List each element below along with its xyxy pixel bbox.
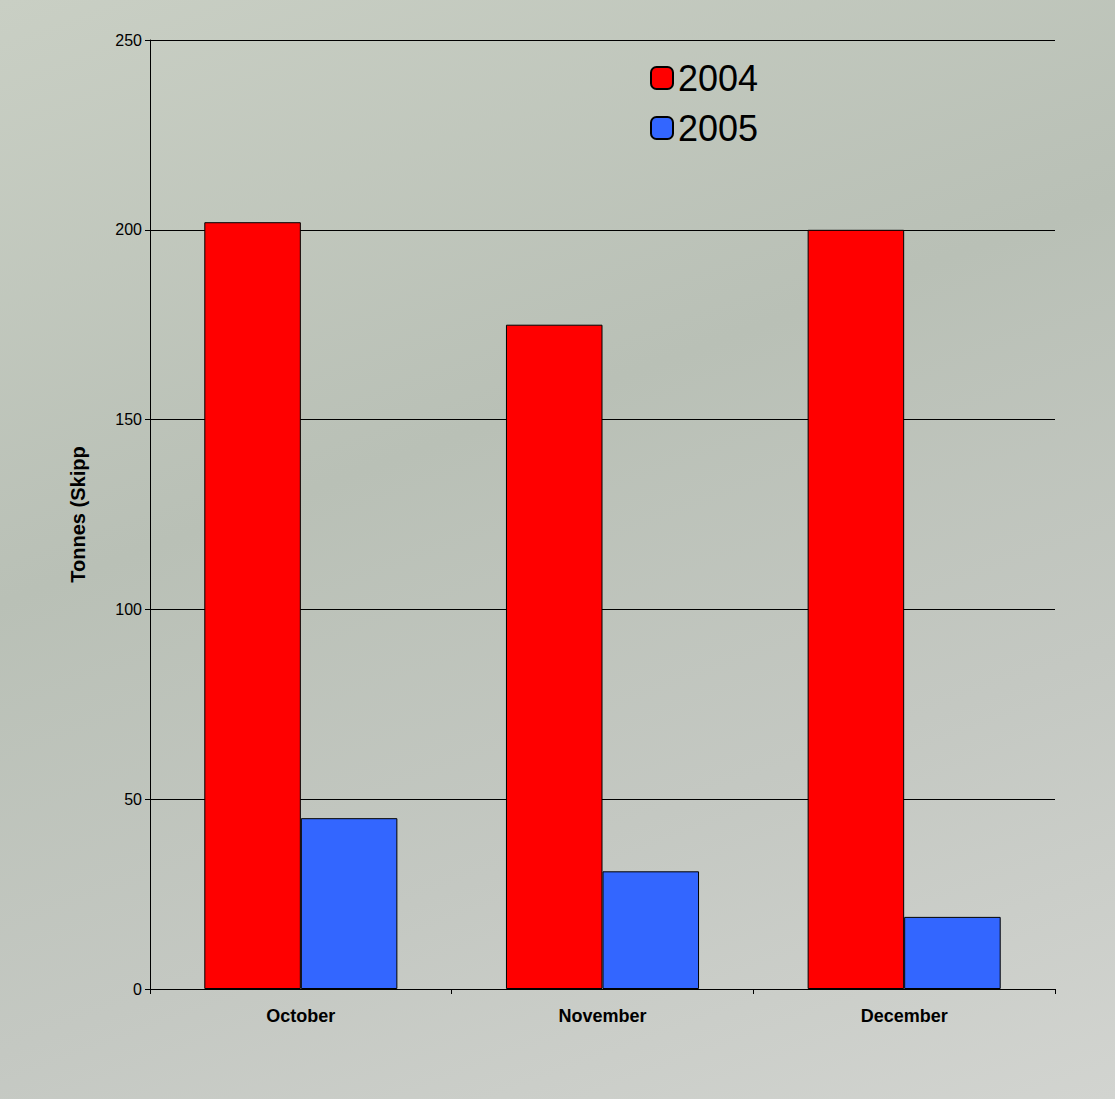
svg-text:2005: 2005 (678, 108, 758, 149)
svg-text:250: 250 (115, 32, 142, 49)
svg-text:50: 50 (124, 791, 142, 808)
svg-text:December: December (861, 1006, 948, 1026)
svg-text:2004: 2004 (678, 58, 758, 99)
svg-text:200: 200 (115, 221, 142, 238)
svg-text:100: 100 (115, 601, 142, 618)
svg-text:0: 0 (133, 981, 142, 998)
svg-text:150: 150 (115, 411, 142, 428)
svg-text:October: October (266, 1006, 335, 1026)
svg-text:November: November (558, 1006, 646, 1026)
svg-text:Tonnes (Skipp: Tonnes (Skipp (67, 446, 89, 582)
